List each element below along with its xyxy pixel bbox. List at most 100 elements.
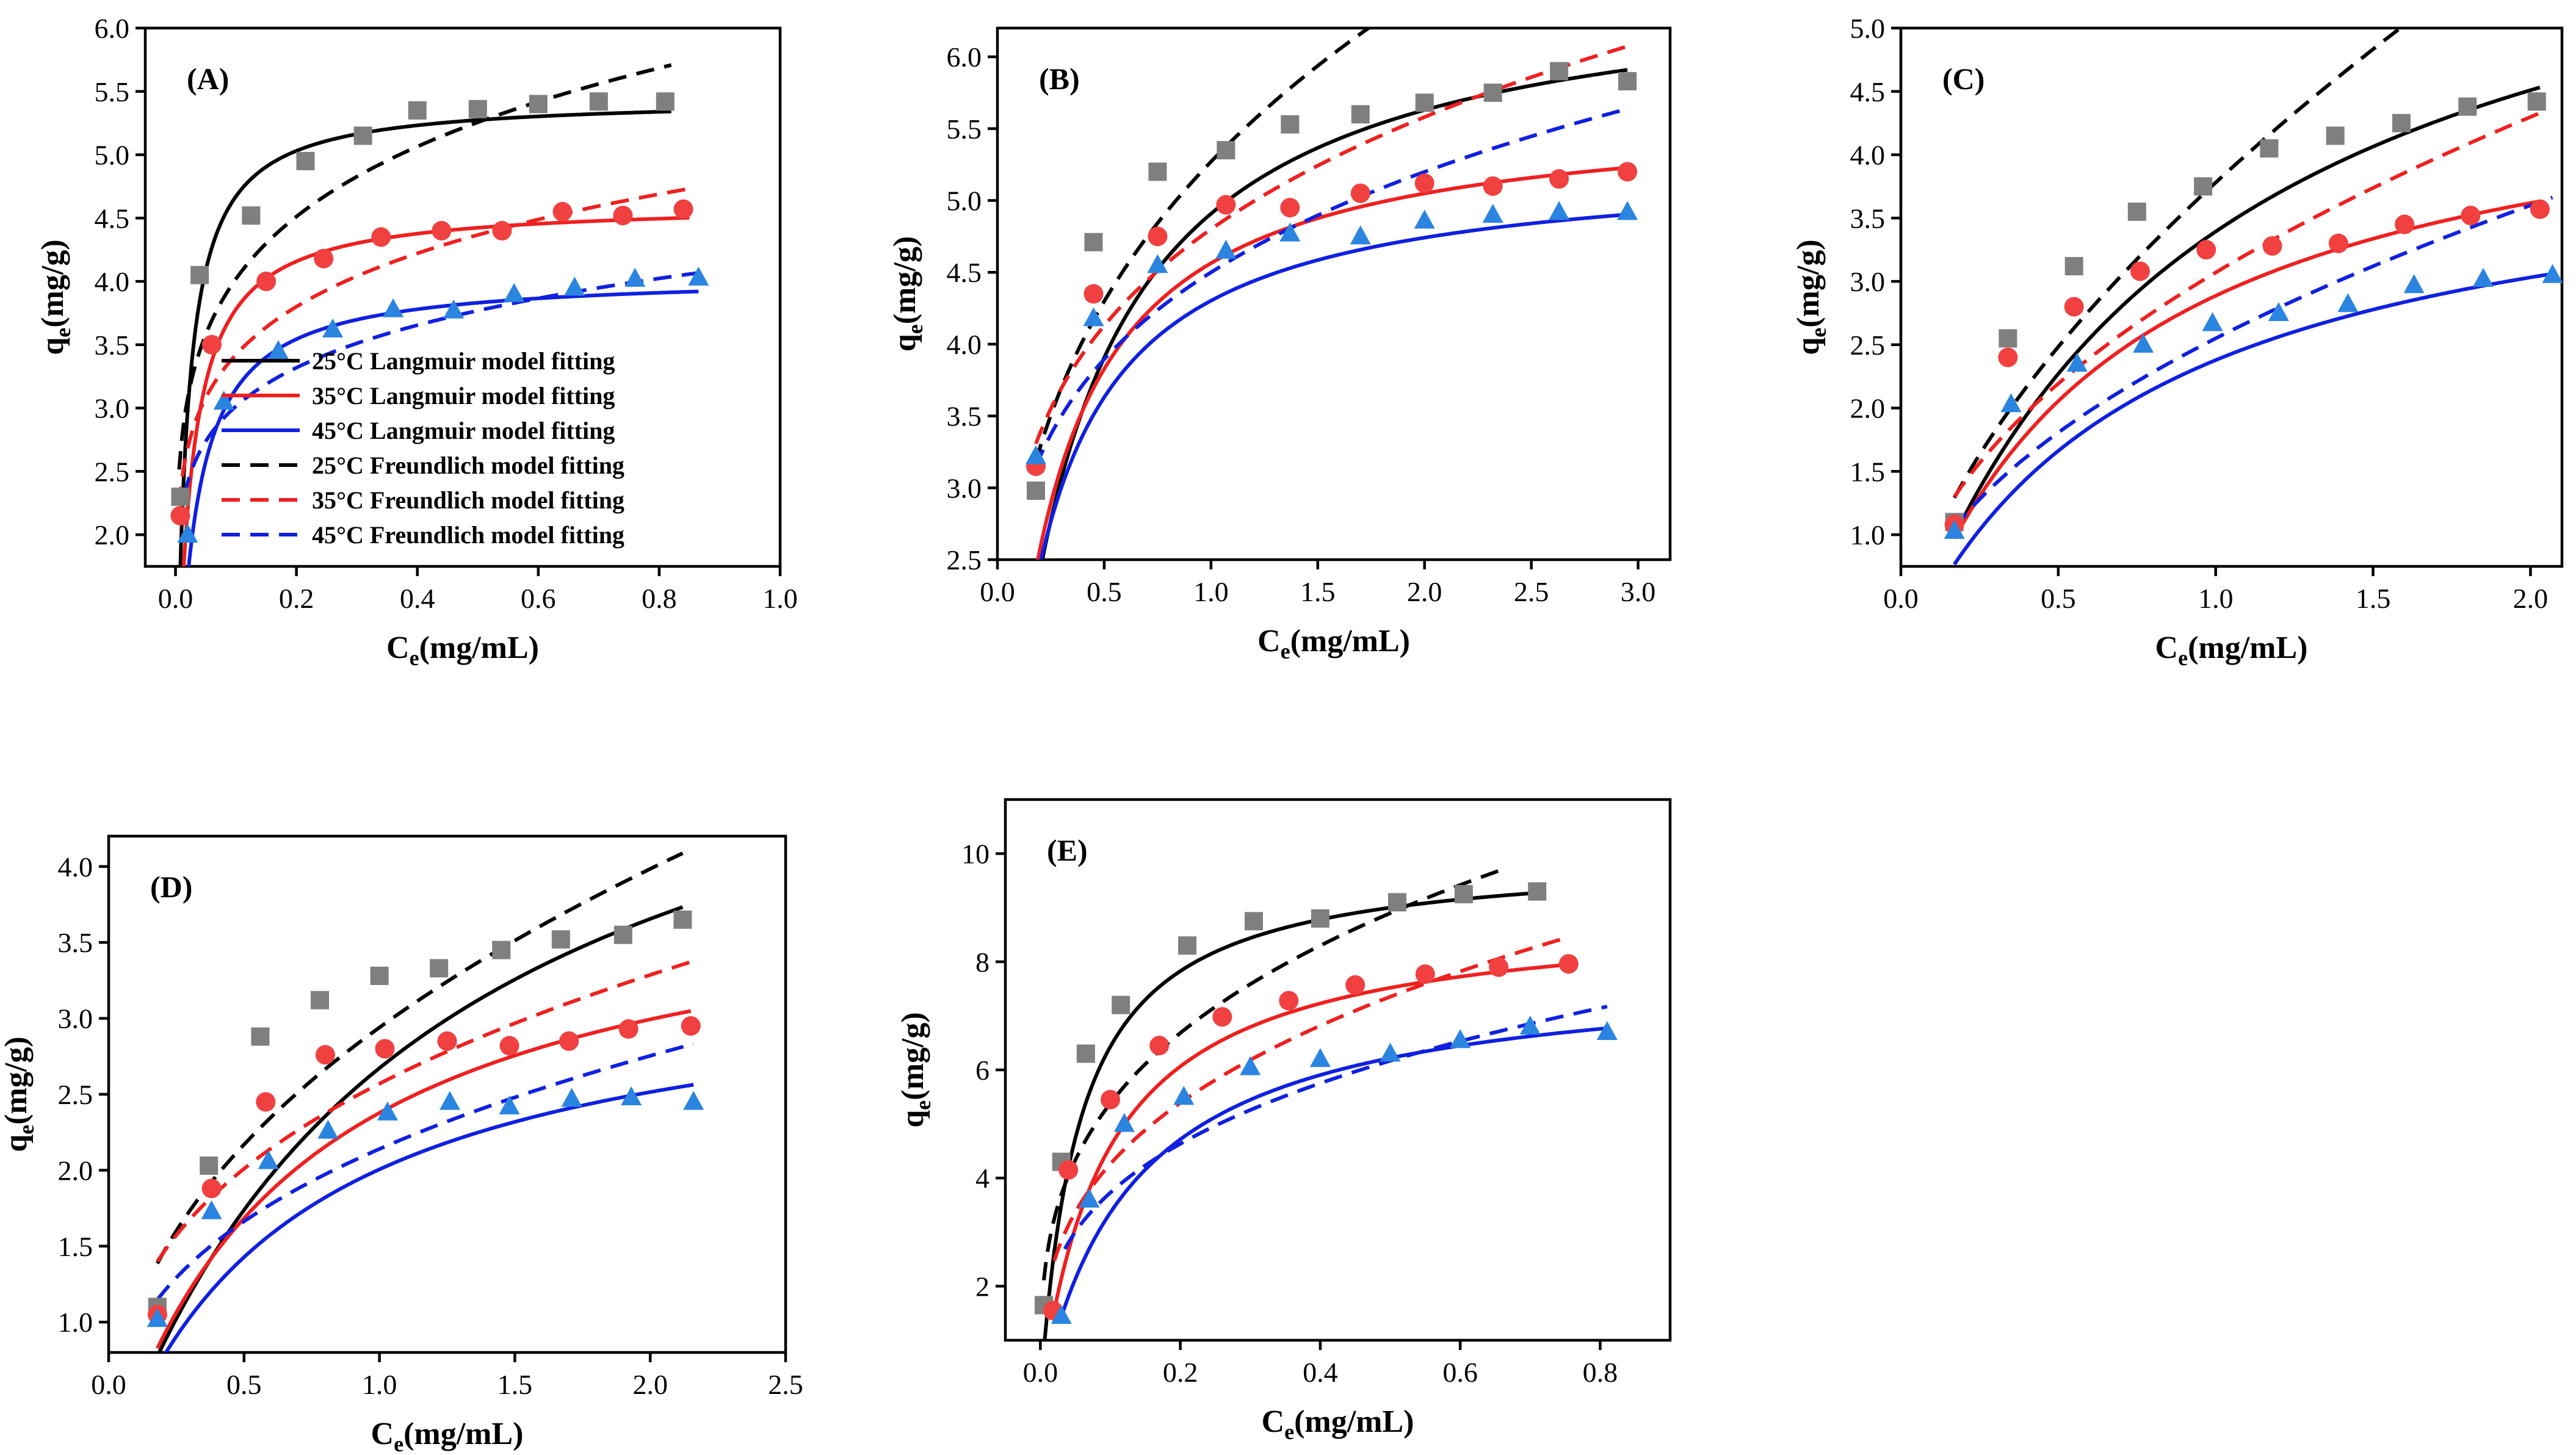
data-point-circle [315,1045,335,1065]
y-tick-label: 5.0 [1850,13,1886,44]
x-tick-label: 0.0 [1883,583,1919,614]
data-point-square [353,126,372,145]
y-tick-label: 4.0 [947,329,982,360]
data-point-square [1217,141,1236,160]
data-point-triangle [1380,1042,1401,1062]
y-axis-label-main: q [0,1135,34,1152]
data-point-square [1148,162,1167,181]
data-point-square [1618,72,1637,91]
langmuir-curve-25°C [1953,85,2541,536]
y-tick-label: 4.0 [58,851,93,883]
freundlich-curve-45°C [1034,107,1628,468]
data-point-triangle [2542,264,2563,283]
y-tick-label: 5.0 [95,140,130,171]
x-tick-label: 2.0 [632,1369,668,1400]
y-axis-label-sub: e [1806,328,1831,338]
data-point-circle [2262,236,2282,256]
data-point-triangle [201,1200,222,1219]
data-point-square [1244,912,1263,931]
data-point-triangle [1215,239,1237,259]
data-point-triangle [443,299,465,319]
data-point-triangle [2337,293,2359,312]
y-tick-label: 4.5 [1850,76,1886,107]
y-tick-label: 3.0 [947,472,982,504]
panel-d: 0.0 0.5 1.0 1.5 2.0 2.5 1.0 1.5 2.0 2.5 3.0 3.5 4.0 C… [0,834,803,1455]
y-tick-label: 3.5 [95,330,130,361]
data-point-triangle [2133,333,2154,353]
x-tick-label: 0.0 [91,1369,126,1400]
data-point-triangle [1944,519,1965,539]
legend-label: 45°C Langmuir model fitting [312,417,615,444]
freundlich-curve-35°C [1052,936,1566,1262]
y-axis-label-sub: e [911,1100,935,1110]
data-point-triangle [1450,1029,1471,1049]
x-tick-label: 0.8 [642,583,677,614]
data-point-square [370,966,389,985]
x-axis-label: Ce(mg/mL) [386,630,539,670]
data-point-triangle [2473,267,2494,287]
y-tick-label: 1.5 [58,1231,93,1262]
data-point-circle [1558,954,1579,974]
data-point-triangle [1309,1048,1331,1067]
data-point-circle [2530,199,2550,219]
data-point-triangle [1051,1305,1072,1324]
y-tick-label: 3.0 [1850,266,1886,297]
langmuir-curve-45°C [187,289,699,566]
y-axis-label-main: q [35,338,70,355]
data-point-square [190,265,209,284]
data-point-triangle [1147,254,1168,273]
y-tick-label: 4.5 [947,257,982,288]
x-tick-label: 0.2 [1163,1357,1198,1388]
data-point-circle [2196,240,2216,260]
data-point-triangle [688,266,709,286]
x-tick-label: 1.5 [2356,583,2391,614]
data-point-circle [201,1179,222,1199]
data-point-square [251,1027,270,1046]
data-point-circle [1350,183,1370,203]
y-axis-label-sub: e [14,1125,38,1135]
panel-label: (D) [150,870,192,904]
x-tick-label: 0.4 [1303,1357,1338,1388]
data-point-square [1178,936,1197,955]
y-tick-label: 1.0 [1850,519,1886,551]
data-point-square [492,941,511,959]
y-axis-label: qe(mg/g) [0,1036,38,1152]
langmuir-curve-25°C [178,109,671,566]
data-point-circle [559,1031,579,1051]
y-axis-label: qe(mg/g) [1791,239,1831,355]
x-tick-label: 1.5 [497,1369,533,1400]
x-tick-label: 0.0 [1023,1357,1058,1388]
data-point-square [296,151,315,170]
y-tick-label: 2.0 [1850,393,1886,424]
y-tick-label: 2.5 [947,544,982,576]
langmuir-curve-35°C [1036,165,1628,560]
x-axis-label-unit: (mg/mL) [1290,624,1410,659]
plot-frame [996,26,1672,561]
freundlich-curve-25°C [156,851,684,1265]
freundlich-curve-35°C [156,960,692,1263]
data-point-triangle [2403,274,2425,294]
x-axis-label-main: C [1262,1404,1285,1439]
freundlich-curve-25°C [1034,28,1372,463]
y-tick-label: 2.5 [1850,330,1886,361]
data-point-triangle [1350,225,1371,245]
data-point-circle [618,1019,639,1039]
data-point-circle [552,201,573,222]
y-axis-label-unit: (mg/g) [895,1012,930,1100]
data-point-triangle [1482,204,1503,223]
x-axis-label-sub: e [410,646,419,670]
data-point-circle [1618,162,1638,182]
panel-label: (A) [187,62,229,96]
x-axis-label-sub: e [1281,639,1290,663]
y-tick-label: 6 [975,1055,990,1086]
data-point-circle [2328,233,2348,253]
y-axis-label: qe(mg/g) [35,239,75,355]
x-tick-label: 0.0 [980,576,1015,607]
y-tick-label: 4 [975,1163,990,1194]
data-point-triangle [1113,1113,1135,1132]
data-point-circle [2461,206,2481,226]
data-point-circle [1489,957,1509,977]
data-point-triangle [383,298,404,317]
y-tick-label: 2.5 [95,456,130,487]
x-tick-label: 1.0 [2198,583,2234,614]
